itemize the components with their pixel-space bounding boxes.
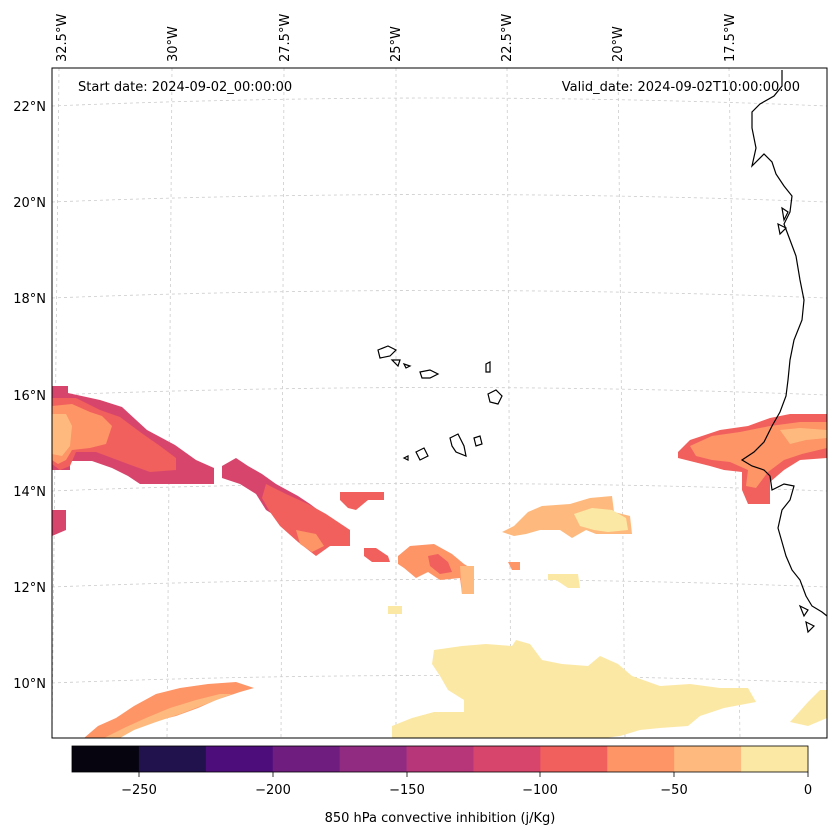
colorbar-tick-label: −50 [660,783,687,798]
coastline-layer [377,70,828,634]
meridian-22-5w [506,67,512,739]
meridian-30w [166,67,173,739]
cin-region-west-core [52,414,72,456]
colorbar-segment [674,746,742,772]
colorbar-segment [205,746,274,772]
cin-region-central-mid [428,554,452,574]
graticule [51,67,828,739]
parallel-10n [51,675,828,684]
valid-date-label: Valid_date: 2024-09-02T10:00:00.00 [562,80,800,95]
parallel-22n [51,97,828,107]
start-date-label: Start date: 2024-09-02_00:00:00 [78,80,292,95]
cin-region-east-central-small [548,574,580,588]
lon-label: 32.5°W [55,14,70,62]
lat-label: 14°N [13,485,46,500]
cin-contours [52,386,827,738]
cape-verde-sao-nicolau [419,369,440,379]
cape-verde-brava [402,455,409,461]
parallel-14n [51,483,828,492]
colorbar-segment [607,746,675,772]
coastal-islet-1 [781,206,789,222]
cin-region-east-central-inner [574,508,628,532]
colorbar-segment [272,746,341,772]
cin-region-central-small-1 [340,492,384,510]
colorbar-segment [741,746,809,772]
colorbar-tick-label: 0 [804,783,812,798]
cin-region-southwest-inner [104,694,232,738]
cin-region-west-edge [52,510,66,536]
cin-region-south-east-small [790,690,827,726]
colorbar-segment [473,746,541,772]
parallel-12n [51,579,828,588]
coastal-islet-2 [777,222,788,236]
map-frame [51,67,828,739]
colorbar-frame [71,745,809,773]
colorbar-tick-label: −100 [522,783,558,798]
colorbar-tick-label: −200 [255,783,291,798]
colorbar-segment [339,746,408,772]
colorbar-tick-label: −150 [389,783,425,798]
cape-verde-santo-antao [377,345,398,359]
cin-region-central-west-mid [262,484,350,556]
cin-region-central-small-3 [508,562,520,570]
cin-region-central-small-4 [460,566,474,594]
coastal-islet-3 [798,604,809,618]
lon-label: 25°W [389,26,404,62]
africa-coastline [740,70,828,617]
cin-region-central-small-2 [364,548,390,562]
lat-label: 12°N [13,581,46,596]
lat-label: 22°N [13,100,46,115]
meridian-20w [617,67,626,739]
colorbar-ticks [138,772,809,777]
colorbar-label: 850 hPa convective inhibition (j/Kg) [325,811,556,826]
meridian-17-5w [728,67,741,739]
longitude-labels: 32.5°W 30°W 27.5°W 25°W 22.5°W 20°W 17.5… [55,14,738,62]
cape-verde-boa-vista [487,389,503,405]
lat-label: 10°N [13,677,46,692]
lon-label: 20°W [611,26,626,62]
colorbar-segment [540,746,608,772]
colorbar-segment [138,746,207,772]
cape-verde-santa-luzia [402,362,412,369]
colorbar: −250 −200 −150 −100 −50 0 850 hPa convec… [71,745,812,826]
cin-region-central-west-inner [296,530,324,552]
cape-verde-sao-vicente [390,359,401,368]
lat-label: 20°N [13,196,46,211]
cape-verde-santiago [449,433,467,457]
colorbar-segment [72,746,140,772]
cape-verde-fogo [415,447,429,461]
lon-label: 17.5°W [723,14,738,62]
lon-label: 30°W [166,26,181,62]
colorbar-tick-label: −250 [121,783,157,798]
coastal-islet-4 [805,620,816,634]
cin-region-east-coast-inner [780,428,827,444]
lon-label: 22.5°W [500,14,515,62]
cape-verde-sal [485,361,491,373]
lat-label: 18°N [13,292,46,307]
colorbar-segments [72,746,809,772]
colorbar-segment [406,746,474,772]
meridian-27-5w [280,67,285,739]
parallel-16n [51,387,828,396]
parallel-20n [51,194,828,203]
parallel-18n [51,290,828,299]
cin-region-south-large [388,606,756,738]
latitude-labels: 22°N 20°N 18°N 16°N 14°N 12°N 10°N [13,100,46,692]
lat-label: 16°N [13,389,46,404]
lon-label: 27.5°W [278,14,293,62]
cape-verde-maio [473,435,483,447]
meridian-32-5w [51,67,60,739]
